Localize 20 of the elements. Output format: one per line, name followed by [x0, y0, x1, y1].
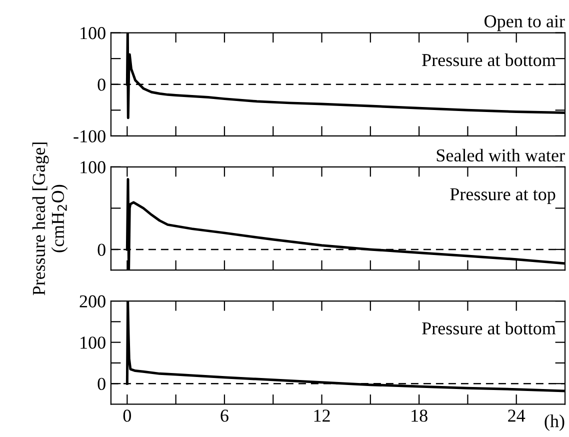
x-tick-label: 24	[508, 410, 526, 422]
y-tick-label: 200	[80, 295, 106, 308]
y-tick-label: 0	[98, 78, 106, 91]
annotation: Pressure at top	[450, 188, 556, 204]
y-axis-title: Pressure head [Gage] (cmH$_{2}$O)	[32, 142, 68, 296]
chart-title: Sealed with water	[436, 148, 565, 162]
x-axis-title: (h)	[544, 414, 564, 431]
x-tick-label: 6	[220, 410, 228, 422]
y-tick-label: 0	[98, 378, 106, 390]
x-tick-label: 12	[314, 410, 330, 422]
chart-title: Open to air	[484, 15, 565, 32]
y-tick-label: 100	[80, 161, 106, 174]
annotation: Pressure at bottom	[422, 322, 556, 334]
x-tick-label: 18	[412, 410, 428, 422]
annotation: Pressure at bottom	[422, 53, 556, 66]
x-tick-label: 0	[123, 410, 131, 422]
y-tick-label: 100	[80, 336, 106, 349]
y-tick-label: -100	[74, 130, 106, 142]
y-tick-label: 100	[80, 27, 106, 40]
y-tick-label: 0	[98, 244, 106, 256]
